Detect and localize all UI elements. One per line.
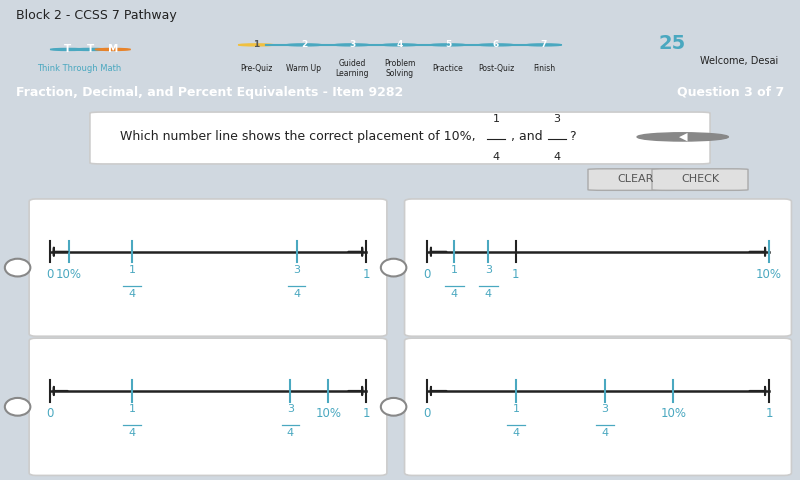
Text: 0: 0 [423,407,430,420]
Text: 4: 4 [512,428,519,438]
Text: 3: 3 [286,404,294,414]
FancyBboxPatch shape [29,338,387,475]
Text: 2: 2 [301,40,307,49]
Circle shape [526,44,562,46]
Text: Practice: Practice [433,64,463,73]
Text: 1: 1 [253,40,259,49]
Text: 1: 1 [512,404,519,414]
Text: Question 3 of 7: Question 3 of 7 [677,86,784,99]
Circle shape [334,44,370,46]
Circle shape [5,259,30,276]
Text: 6: 6 [493,40,499,49]
FancyBboxPatch shape [405,199,791,336]
Text: 4: 4 [493,152,500,162]
Text: 25: 25 [658,35,686,53]
Circle shape [382,44,418,46]
Text: Pre-Quiz: Pre-Quiz [240,64,272,73]
Circle shape [286,44,322,46]
Text: T: T [86,45,94,54]
Text: 4: 4 [554,152,561,162]
Circle shape [381,398,406,416]
Text: 10%: 10% [315,407,342,420]
Text: 10%: 10% [56,267,82,281]
Text: Post-Quiz: Post-Quiz [478,64,514,73]
Text: 1: 1 [129,404,135,414]
Text: 3: 3 [349,40,355,49]
Circle shape [381,259,406,276]
Text: Warm Up: Warm Up [286,64,322,73]
FancyBboxPatch shape [652,169,748,191]
Text: 1: 1 [512,267,520,281]
Text: Think Through Math: Think Through Math [37,64,122,73]
Text: Block 2 - CCSS 7 Pathway: Block 2 - CCSS 7 Pathway [16,9,177,22]
Text: Finish: Finish [533,64,555,73]
Text: T: T [64,45,72,54]
Circle shape [5,398,30,416]
Text: 7: 7 [541,40,547,49]
Circle shape [95,48,130,50]
Text: 10%: 10% [660,407,686,420]
FancyBboxPatch shape [588,169,684,191]
Text: 4: 4 [450,288,458,299]
Circle shape [238,44,274,46]
Text: 4: 4 [286,428,294,438]
Text: 4: 4 [293,288,300,299]
Text: 3: 3 [485,265,492,275]
Text: 0: 0 [46,407,54,420]
Text: 1: 1 [129,265,135,275]
Text: 1: 1 [362,267,370,281]
Text: 4: 4 [129,428,136,438]
Text: 1: 1 [766,407,773,420]
Text: Welcome, Desai: Welcome, Desai [700,56,778,66]
FancyBboxPatch shape [29,199,387,336]
Circle shape [50,48,86,50]
FancyBboxPatch shape [405,338,791,475]
Text: 3: 3 [602,404,608,414]
Text: ?: ? [569,131,576,144]
Text: 1: 1 [362,407,370,420]
Text: Guided
Learning: Guided Learning [335,59,369,78]
Circle shape [478,44,514,46]
Text: Fraction, Decimal, and Percent Equivalents - Item 9282: Fraction, Decimal, and Percent Equivalen… [16,86,403,99]
Text: 4: 4 [485,288,492,299]
Text: 1: 1 [493,114,499,124]
Text: 1: 1 [450,265,458,275]
Text: 4: 4 [129,288,136,299]
Text: M: M [108,45,118,54]
Text: Problem
Solving: Problem Solving [384,59,416,78]
Text: 3: 3 [554,114,560,124]
Circle shape [430,44,466,46]
Text: 0: 0 [46,267,54,281]
Text: Which number line shows the correct placement of 10%,: Which number line shows the correct plac… [120,131,476,144]
FancyBboxPatch shape [90,112,710,164]
Text: , and: , and [510,131,542,144]
Text: ◀: ◀ [678,132,687,142]
Circle shape [637,133,728,141]
Text: CHECK: CHECK [681,174,719,184]
Text: CLEAR: CLEAR [618,174,654,184]
Text: 4: 4 [397,40,403,49]
Text: 4: 4 [602,428,609,438]
Text: 5: 5 [445,40,451,49]
Text: 10%: 10% [756,267,782,281]
Text: 3: 3 [293,265,300,275]
Text: 0: 0 [423,267,430,281]
Circle shape [73,48,108,50]
